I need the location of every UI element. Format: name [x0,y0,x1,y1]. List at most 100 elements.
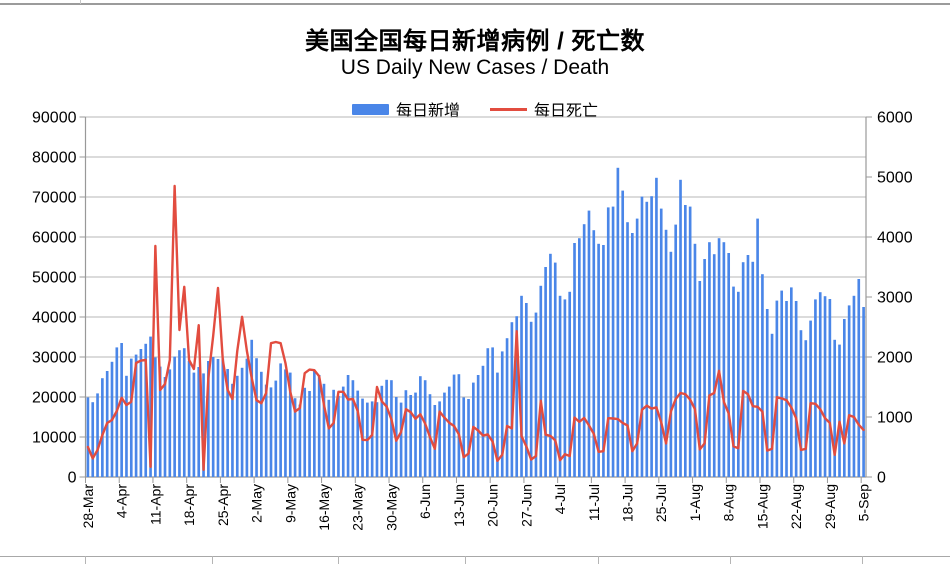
x-axis-date-label: 5-Sep [856,484,872,522]
bar-daily-new-cases [799,330,803,477]
bar-daily-new-cases [235,375,239,477]
bar-daily-new-cases [96,393,99,477]
bar-daily-new-cases [163,377,167,477]
bar-daily-new-cases [91,402,95,477]
bar-daily-new-cases [737,291,740,477]
bar-daily-new-cases [134,354,138,477]
bar-daily-new-cases [606,207,610,477]
left-axis-tick-label: 60000 [32,230,77,247]
bar-daily-new-cases [582,224,586,477]
bar-daily-new-cases [423,380,427,477]
x-axis-date-label: 18-Jul [620,484,636,522]
bar-daily-new-cases [520,295,523,477]
spreadsheet-column-tick [862,556,863,564]
bar-daily-new-cases [775,300,779,477]
bar-daily-new-cases [481,365,485,477]
bar-daily-new-cases [322,383,326,477]
x-axis-date-label: 4-Jul [552,484,568,514]
bar-daily-new-cases [414,392,417,477]
daily-new-cases-bars [86,167,865,478]
bar-daily-new-cases [313,369,316,477]
spreadsheet-gridline-bottom [0,556,950,557]
bar-daily-new-cases [770,333,774,477]
bar-daily-new-cases [655,177,658,478]
bar-daily-new-cases [467,399,470,477]
bar-daily-new-cases [240,367,244,477]
x-axis-date-label: 8-Aug [721,484,737,521]
bar-daily-new-cases [500,351,504,477]
bar-series-swatch-icon [351,103,389,115]
x-axis-date-label: 15-Aug [754,484,770,529]
x-axis-date-label: 28-Mar [80,484,96,529]
bar-daily-new-cases [182,348,186,477]
bar-daily-new-cases [602,245,605,477]
bar-daily-new-cases [308,391,311,477]
bar-daily-new-cases [476,375,480,477]
left-axis-tick-label: 70000 [32,190,77,207]
spreadsheet-column-tick [212,556,213,564]
chart-legend: 每日新增 每日死亡 [0,97,950,121]
bar-daily-new-cases [370,401,374,477]
x-axis-date-label: 1-Aug [687,484,703,521]
bar-daily-new-cases [341,386,345,477]
x-axis-date-label: 9-May [282,484,298,523]
x-axis-date-label: 4-Apr [114,484,130,519]
bar-daily-new-cases [149,336,152,477]
bar-daily-new-cases [544,267,547,477]
bar-daily-new-cases [187,361,191,477]
bar-daily-new-cases [515,316,519,477]
bar-daily-new-cases [751,261,755,477]
bar-daily-new-cases [491,347,494,477]
bar-daily-new-cases [447,386,451,477]
right-axis-tick-label: 1000 [877,410,913,427]
bar-daily-new-cases [317,375,321,477]
bar-daily-new-cases [650,196,653,477]
spreadsheet-column-tick [465,556,466,564]
spreadsheet-column-tick-top [80,0,81,4]
bar-daily-new-cases [250,339,254,477]
bar-daily-new-cases [154,357,157,477]
bar-daily-new-cases [380,385,384,477]
x-axis-date-label: 25-Jul [653,484,669,522]
bar-daily-new-cases [842,319,846,477]
bar-daily-new-cases [129,358,133,477]
bar-daily-new-cases [708,242,711,477]
bar-daily-new-cases [144,343,148,477]
bar-daily-new-cases [645,201,649,478]
bar-daily-new-cases [621,190,625,477]
x-axis-date-label: 29-Aug [822,484,838,529]
bar-daily-new-cases [553,262,557,477]
x-axis-date-label: 6-Jun [417,484,433,519]
legend-item-deaths: 每日死亡 [490,97,598,121]
x-axis-date-label: 11-Jul [586,484,602,521]
bar-daily-new-cases [862,307,865,477]
bar-daily-new-cases [587,210,591,477]
bar-daily-new-cases [804,340,808,477]
bar-daily-new-cases [688,206,692,477]
bar-daily-new-cases [462,397,466,477]
chart-title: 美国全国每日新增病例 / 死亡数 [304,28,645,55]
bar-daily-new-cases [664,229,668,477]
bar-daily-new-cases [404,390,408,477]
bar-daily-new-cases [288,372,292,477]
bar-daily-new-cases [255,358,258,477]
bar-daily-new-cases [674,224,678,477]
bar-daily-new-cases [496,372,499,477]
bar-daily-new-cases [838,344,841,477]
x-axis-date-label: 27-Jun [518,484,534,527]
bar-daily-new-cases [293,398,297,477]
bar-daily-new-cases [852,295,856,477]
bar-daily-new-cases [698,281,702,477]
bar-daily-new-cases [284,369,287,477]
bar-daily-new-cases [337,395,340,477]
line-series-swatch-icon [490,107,527,111]
bar-daily-new-cases [568,291,572,477]
left-axis-tick-label: 0 [68,470,77,487]
bar-daily-new-cases [741,262,745,477]
bar-daily-new-cases [332,389,335,477]
bar-daily-new-cases [125,375,128,477]
bar-daily-new-cases [573,243,576,477]
bar-daily-new-cases [635,218,639,477]
bar-daily-new-cases [525,303,528,477]
